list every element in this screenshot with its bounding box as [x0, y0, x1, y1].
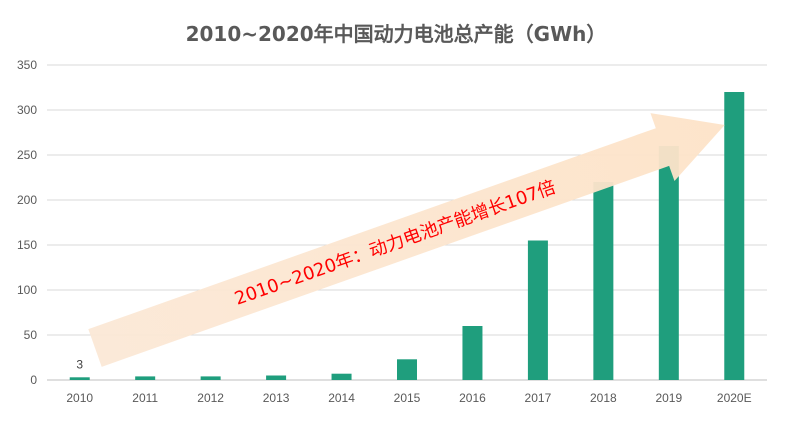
bar-series	[69, 92, 745, 380]
bar-2016	[462, 326, 483, 380]
chart-title: 2010~2020年中国动力电池总产能（GWh）	[186, 22, 607, 46]
x-tick-label: 2019	[655, 391, 682, 405]
y-axis: 0 50 100 150 200 250 300 350	[17, 58, 37, 387]
data-label: 3	[76, 357, 83, 371]
bar-2015	[397, 359, 417, 380]
bar-2010	[69, 377, 90, 380]
bar-2012	[200, 376, 221, 380]
bar-2020E	[724, 92, 745, 380]
x-tick-label: 2013	[263, 391, 290, 405]
x-tick-label: 2017	[525, 391, 552, 405]
bar-2013	[266, 375, 287, 380]
bar-2011	[135, 376, 156, 380]
x-tick-label: 2014	[328, 391, 355, 405]
y-tick-label: 350	[17, 58, 37, 72]
y-tick-label: 100	[17, 283, 37, 297]
growth-annotation: 2010~2020年：动力电池产能增长107倍	[88, 113, 725, 367]
x-tick-label: 2011	[132, 391, 158, 405]
bar-2017	[527, 240, 548, 380]
y-tick-label: 200	[17, 193, 37, 207]
bar-2019	[658, 146, 679, 380]
y-tick-label: 0	[30, 373, 37, 387]
x-tick-label: 2012	[197, 391, 224, 405]
y-tick-label: 50	[24, 328, 38, 342]
x-tick-label: 2018	[590, 391, 617, 405]
bar-2018	[593, 182, 614, 380]
growth-arrow	[88, 113, 725, 367]
x-tick-label: 2016	[459, 391, 486, 405]
x-tick-label: 2015	[394, 391, 421, 405]
data-labels: 3	[76, 357, 83, 371]
bar-2014	[331, 373, 352, 380]
x-axis: 2010 2011 2012 2013 2014 2015 2016 2017 2018 2019…	[66, 391, 751, 405]
x-tick-label: 2010	[66, 391, 93, 405]
y-tick-label: 150	[17, 238, 37, 252]
y-tick-label: 250	[17, 148, 37, 162]
y-tick-label: 300	[17, 103, 37, 117]
x-tick-label: 2020E	[717, 391, 752, 405]
